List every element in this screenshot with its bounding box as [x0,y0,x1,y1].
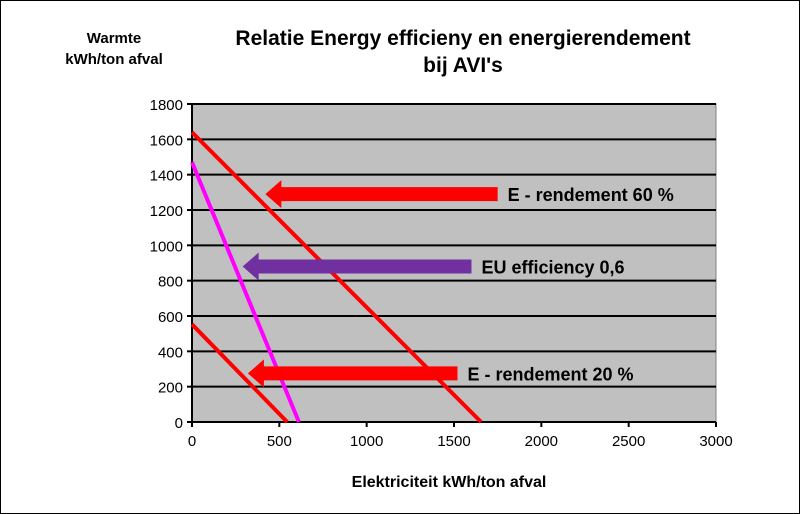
series-label-0: E - rendement 60 % [508,185,674,205]
y-tick-label: 1000 [150,238,183,255]
y-tick-label: 1600 [150,132,183,149]
y-tick-label: 600 [158,309,183,326]
x-tick-label: 3000 [699,433,732,450]
y-tick-label: 1200 [150,203,183,220]
y-tick-label: 1400 [150,168,183,185]
y-axis-label-line1: Warmte [87,30,141,47]
chart-title-line2: bij AVI's [423,54,503,77]
arrow-0 [265,180,498,209]
y-tick-label: 1800 [150,97,183,114]
y-tick-label: 400 [158,344,183,361]
x-axis-label: Elektriciteit kWh/ton afval [352,474,547,491]
chart-title-line1: Relatie Energy efficieny en energierende… [235,27,690,50]
arrow-2 [247,359,458,388]
series-label-1: EU efficiency 0,6 [481,258,624,278]
x-tick-label: 500 [267,433,292,450]
series-line-2 [190,322,289,424]
x-tick-label: 2500 [612,433,645,450]
x-tick-label: 2000 [525,433,558,450]
y-axis-label-line2: kWh/ton afval [65,51,163,68]
series-label-2: E - rendement 20 % [467,364,633,384]
arrow-1 [242,252,472,281]
y-tick-label: 800 [158,274,183,291]
y-tick-label: 0 [175,415,183,432]
x-tick-label: 0 [188,433,196,450]
y-tick-label: 200 [158,380,183,397]
x-tick-label: 1000 [350,433,383,450]
x-tick-label: 1500 [437,433,470,450]
